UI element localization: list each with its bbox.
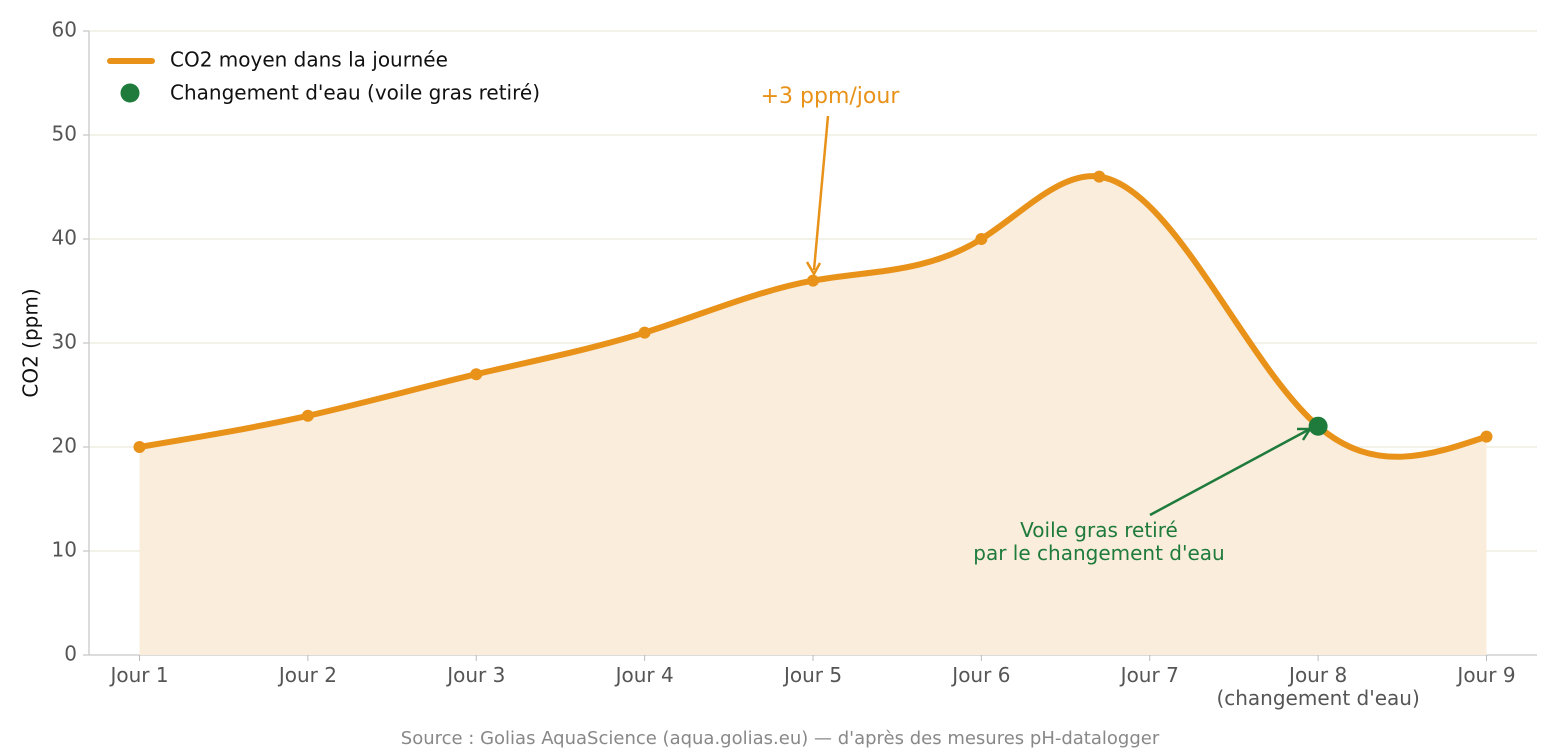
x-tick-label: Jour 7: [1120, 663, 1179, 687]
x-tick-label: Jour 9: [1457, 663, 1516, 687]
y-tick-label: 60: [52, 18, 77, 42]
annotation: Voile gras retiré par le changement d'ea…: [973, 518, 1225, 565]
point: [133, 441, 146, 453]
arrow-head: [1297, 427, 1313, 441]
point: [470, 368, 483, 381]
source: Source : Golias AquaScience (aqua.golias…: [401, 728, 1160, 749]
legend-swatch: [120, 83, 140, 103]
x-tick-label: Jour 1: [110, 663, 169, 687]
y-tick-label: 0: [64, 642, 77, 666]
point: [301, 409, 314, 422]
x-tick-label: Jour 8 (changement d'eau): [1216, 663, 1420, 710]
x-tick-label: Jour 5: [783, 663, 843, 687]
y-axis-label: CO2 (ppm): [19, 288, 43, 397]
annotation-arrow: [1149, 428, 1309, 517]
y-tick-label: 50: [52, 122, 77, 146]
legend-label: Changement d'eau (voile gras retiré): [170, 81, 540, 105]
y-tick-label: 40: [52, 226, 77, 250]
legend-label: CO2 moyen dans la journée: [170, 48, 448, 72]
y-tick-label: 10: [52, 538, 77, 562]
event-point: [1308, 416, 1328, 436]
x-tick-label: Jour 3: [447, 663, 506, 687]
point: [638, 326, 651, 339]
x-tick-label: Jour 4: [615, 663, 674, 687]
annotation-arrow: [812, 115, 830, 271]
point: [975, 233, 988, 245]
point: [807, 274, 819, 287]
y-tick-label: 20: [52, 434, 77, 458]
x-tick-label: Jour 2: [278, 663, 337, 687]
arrow-head: [805, 261, 822, 277]
line: [136, 173, 1490, 460]
area: [139, 176, 1487, 655]
point: [1480, 430, 1493, 443]
y-tick-label: 30: [52, 330, 77, 354]
x-tick-label: Jour 6: [952, 663, 1011, 687]
point: [1093, 170, 1106, 183]
annotation: +3 ppm/jour: [761, 84, 901, 109]
